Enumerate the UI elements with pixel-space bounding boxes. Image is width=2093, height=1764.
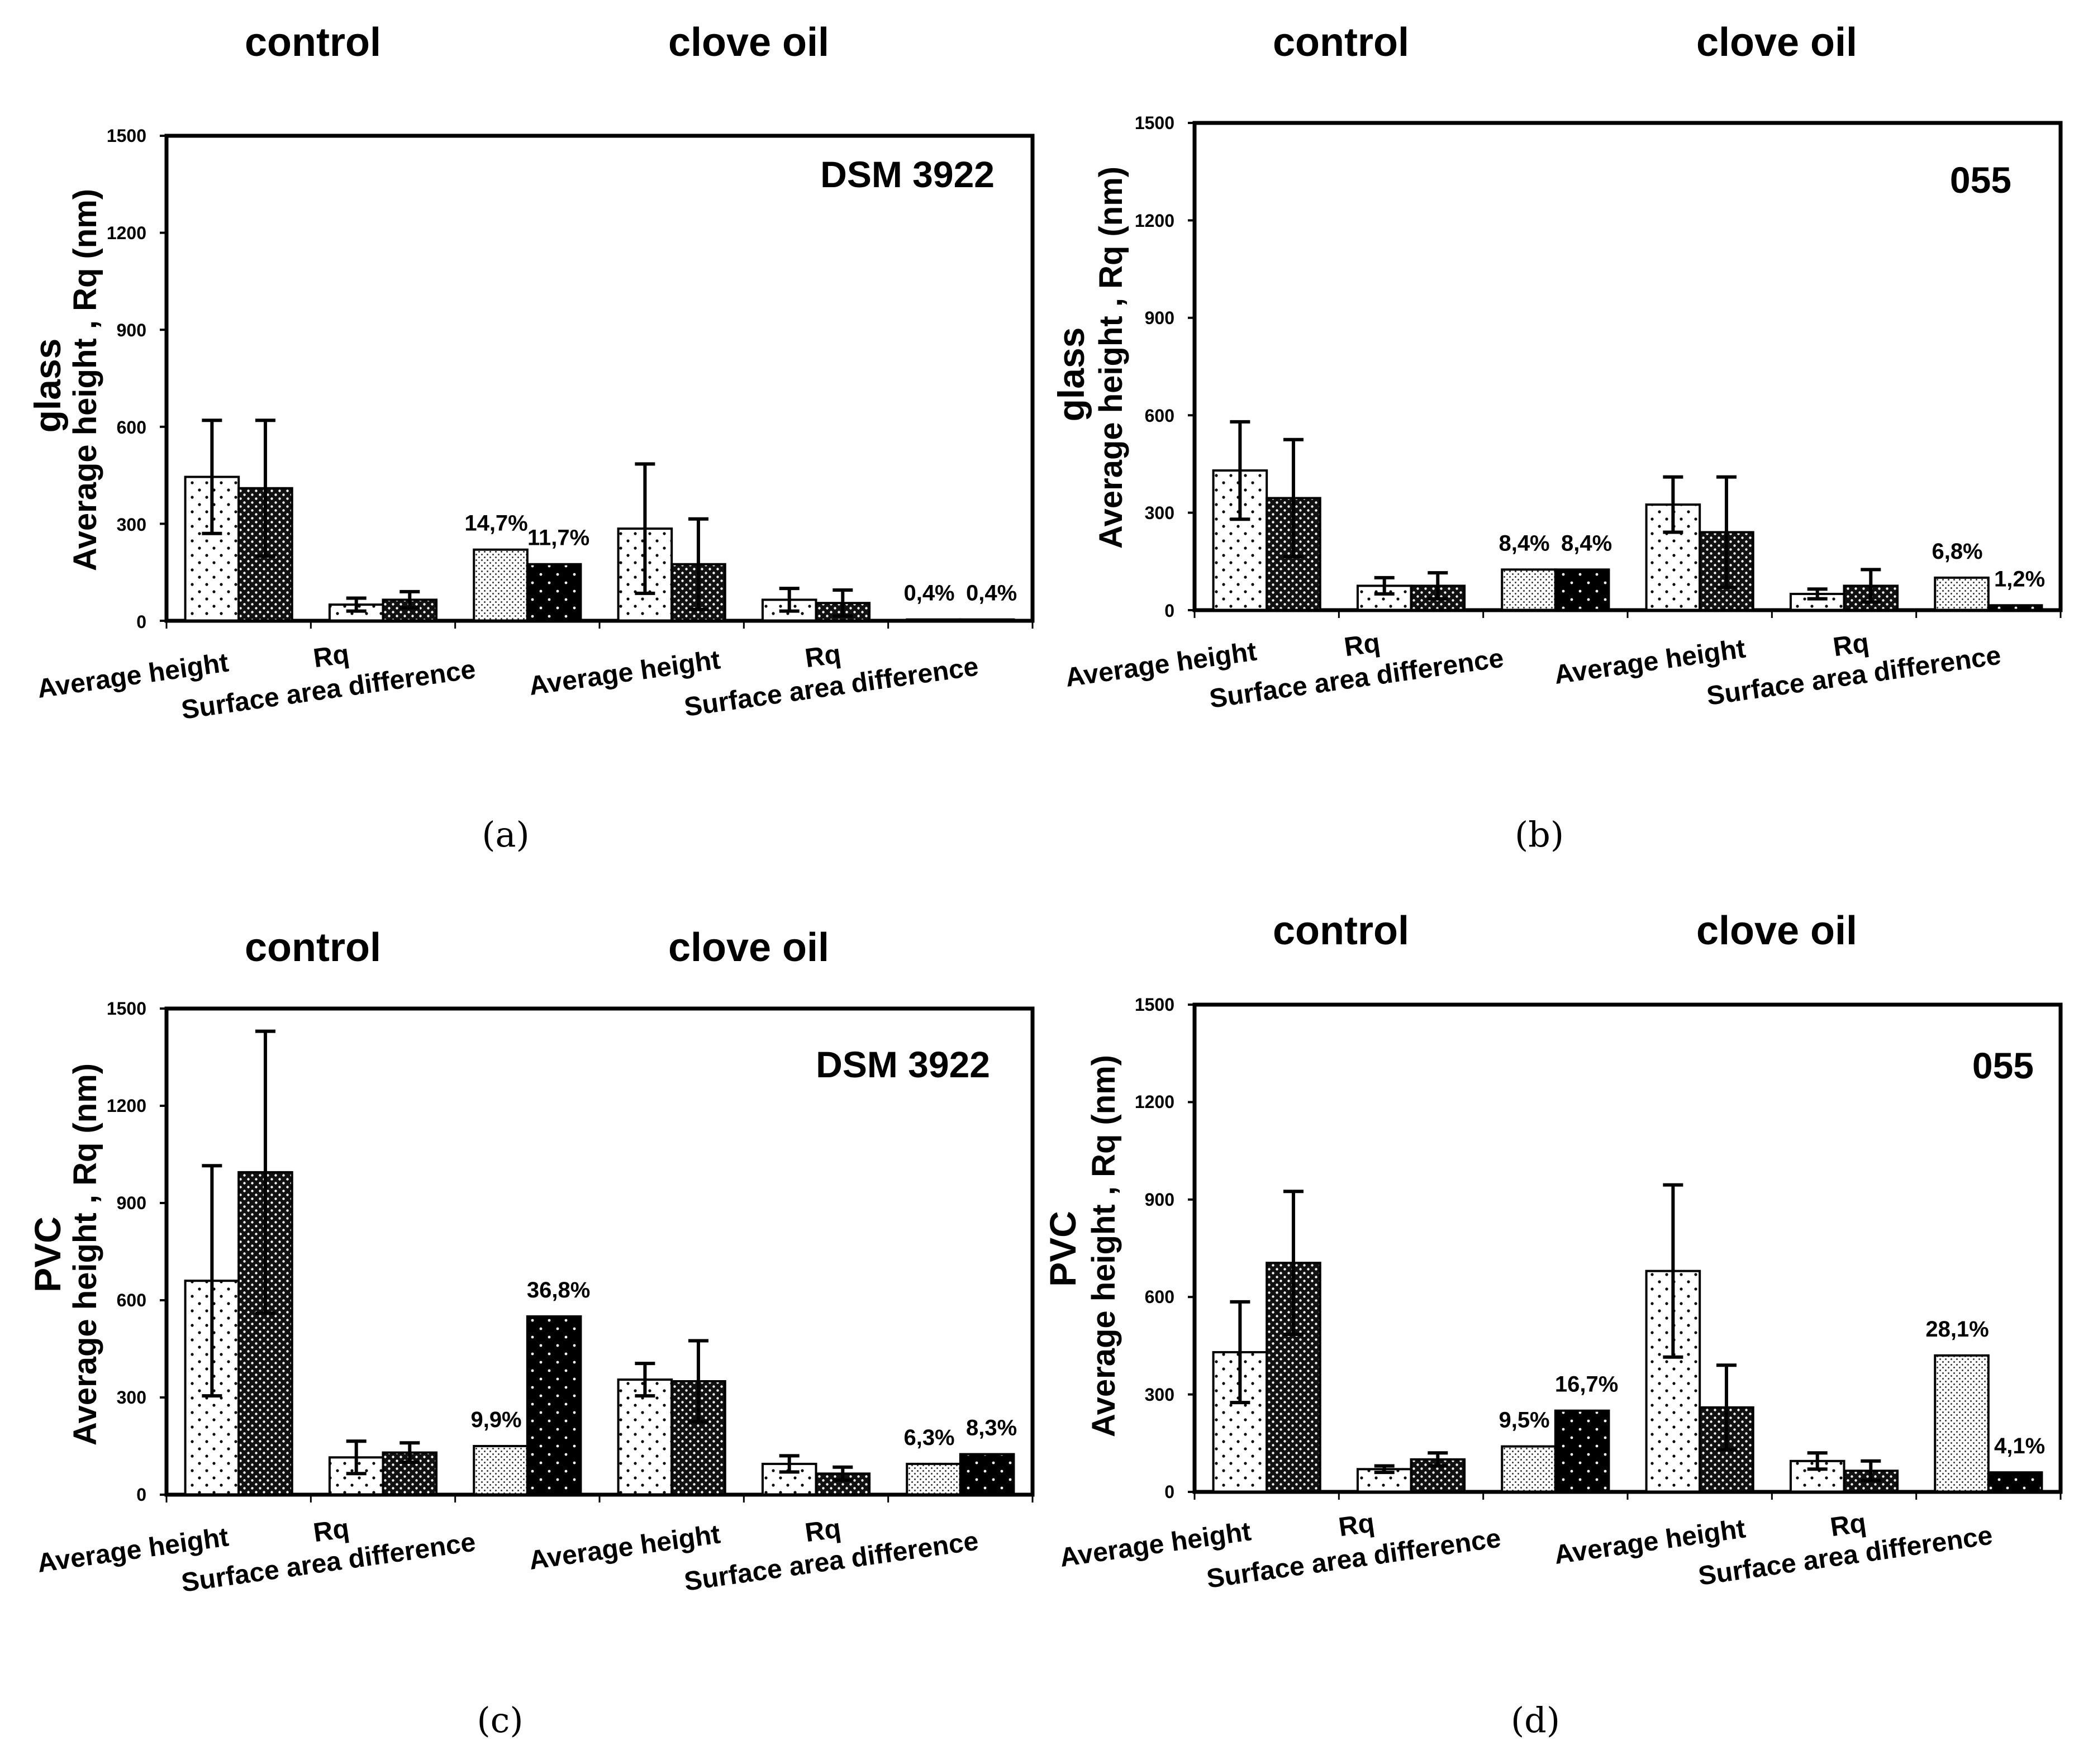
plot-frame (164, 134, 1035, 623)
bar (617, 1378, 673, 1496)
x-category-label: Rq (311, 1514, 351, 1548)
y-tick-label: 0 (136, 612, 146, 632)
y-tick-label: 0 (136, 1485, 146, 1505)
x-category-label: Rq (1828, 1508, 1868, 1542)
bar (473, 548, 529, 622)
y-tick-label: 900 (1145, 308, 1174, 328)
group-title-control: control (1273, 909, 1409, 953)
group-title-control: control (245, 20, 381, 65)
data-label: 28,1% (1925, 1317, 1989, 1342)
y-tick-label: 900 (1145, 1190, 1174, 1210)
chart-panel-d: control clove oil 055 PVC Average height… (1042, 909, 2063, 1741)
bar (1934, 576, 1990, 612)
plot-frame (1192, 1002, 2063, 1494)
panel-letter: (a) (482, 814, 529, 855)
data-label: 0,4% (903, 581, 954, 606)
y-axis-label-material: glass (27, 339, 68, 433)
bar (959, 1453, 1015, 1496)
x-category-label: Rq (1831, 628, 1871, 662)
bar (1554, 1409, 1610, 1494)
bar (1934, 1354, 1990, 1494)
bars-b: 8,4% 8,4% 6,8% 1,2% (1188, 122, 2062, 618)
y-tick-label: 1500 (1135, 995, 1174, 1015)
y-tick-label: 0 (1164, 601, 1174, 621)
y-axis-label-material: glass (1050, 327, 1092, 422)
bar (1501, 568, 1557, 611)
y-axis-label: Average height , Rq (nm) (67, 189, 103, 571)
bar (906, 1462, 962, 1496)
group-title-clove-oil: clove oil (1696, 909, 1857, 953)
data-label: 8,4% (1561, 531, 1612, 555)
data-label: 9,5% (1499, 1408, 1549, 1433)
panel-letter: (b) (1515, 814, 1564, 855)
y-tick-label: 600 (117, 1290, 146, 1310)
y-tick-label: 600 (1145, 1287, 1174, 1307)
y-tick-label: 1500 (1135, 113, 1174, 133)
chart-title: 055 (1972, 1045, 2034, 1086)
x-category-label: Rq (803, 1514, 843, 1548)
x-category-label: Rq (803, 639, 843, 673)
y-tick-label: 300 (117, 1387, 146, 1408)
y-tick-label: 0 (1164, 1482, 1174, 1502)
y-axis-label: Average height , Rq (nm) (67, 1063, 103, 1446)
y-tick-label: 1200 (107, 223, 146, 243)
panel-letter: (d) (1511, 1700, 1560, 1741)
chart-panel-a: control clove oil DSM 3922 glass Average… (27, 20, 1035, 855)
bars-c: 9,9% 36,8% 6,3% 8,3% (160, 1007, 1034, 1503)
data-label: 6,8% (1932, 539, 1982, 564)
panel-letter: (c) (477, 1700, 523, 1741)
group-title-clove-oil: clove oil (668, 20, 829, 65)
x-category-label: Rq (1342, 628, 1382, 662)
data-label: 11,7% (527, 526, 589, 550)
data-label: 14,7% (464, 511, 527, 536)
y-tick-label: 1500 (107, 999, 146, 1019)
y-tick-label: 900 (117, 1193, 146, 1213)
bar (1987, 1471, 2043, 1494)
bars-d: 9,5%16,7% 28,1% 4,1% (1188, 1004, 2062, 1500)
group-title-clove-oil: clove oil (1696, 20, 1857, 65)
bar (1554, 568, 1610, 611)
group-title-control: control (245, 925, 381, 970)
chart-title: 055 (1950, 159, 2011, 201)
x-category-label: Rq (311, 639, 351, 673)
data-label: 1,2% (1994, 567, 2045, 591)
y-tick-label: 300 (1145, 503, 1174, 523)
y-tick-label: 300 (1145, 1385, 1174, 1405)
data-label: 9,9% (470, 1408, 521, 1432)
chart-panel-c: control clove oil DSM 3922 PVC Average h… (27, 925, 1035, 1741)
y-axis-label: Average height , Rq (nm) (1086, 1055, 1122, 1437)
chart-title: DSM 3922 (816, 1044, 990, 1085)
y-tick-label: 600 (117, 417, 146, 438)
y-tick-label: 1500 (107, 126, 146, 146)
data-label: 16,7% (1555, 1372, 1618, 1397)
data-label: 4,1% (1994, 1434, 2045, 1458)
plot-frame (1192, 121, 2063, 612)
chart-panel-b: control clove oil 055 glass Average heig… (1050, 20, 2063, 855)
x-category-label: Rq (1336, 1508, 1376, 1542)
y-tick-label: 1200 (107, 1096, 146, 1116)
data-label: 6,3% (903, 1425, 954, 1450)
bars-a: 14,7%11,7% 0,4% 0,4% (160, 135, 1034, 629)
data-label: 8,4% (1499, 531, 1549, 555)
bar (526, 1315, 582, 1496)
y-axis-label-material: PVC (27, 1216, 68, 1292)
group-title-control: control (1273, 20, 1409, 65)
y-tick-label: 900 (117, 320, 146, 340)
y-tick-label: 1200 (1135, 1092, 1174, 1112)
data-label: 36,8% (527, 1278, 590, 1302)
data-label: 0,4% (966, 581, 1017, 606)
chart-title: DSM 3922 (820, 154, 995, 195)
bar (473, 1445, 529, 1496)
bar (526, 563, 582, 622)
group-title-clove-oil: clove oil (668, 925, 829, 970)
y-tick-label: 1200 (1135, 211, 1174, 231)
y-axis-label: Average height , Rq (nm) (1093, 167, 1129, 549)
y-tick-label: 600 (1145, 406, 1174, 426)
bar (1501, 1445, 1557, 1493)
y-tick-label: 300 (117, 515, 146, 535)
data-label: 8,3% (966, 1416, 1017, 1440)
y-axis-label-material: PVC (1042, 1211, 1083, 1287)
